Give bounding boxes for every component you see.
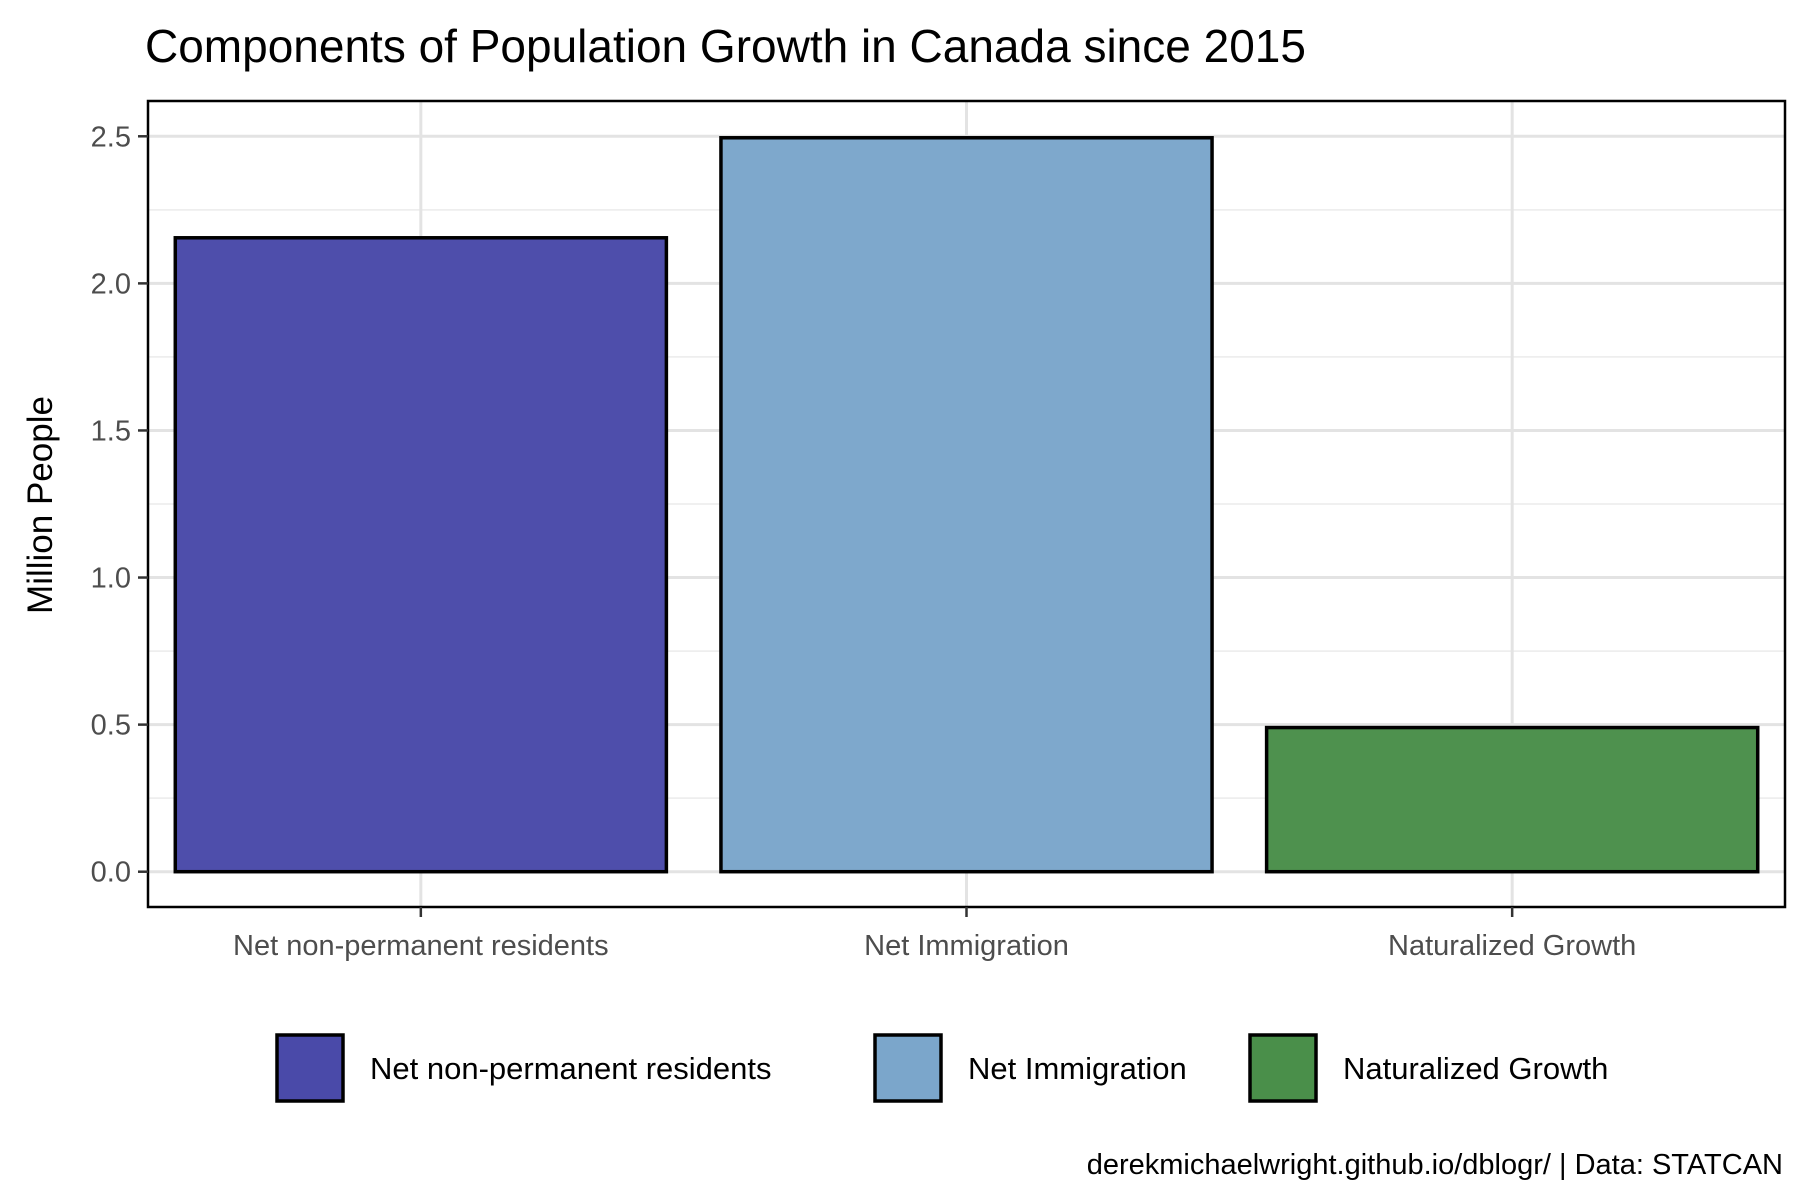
y-tick-label: 0.5 [91, 710, 131, 742]
x-tick-label: Net Immigration [864, 930, 1069, 962]
legend-label-2: Net Immigration [968, 1051, 1187, 1086]
y-tick-label: 2.5 [91, 121, 131, 153]
bar-3 [1264, 725, 1760, 874]
y-tick-label: 1.5 [91, 415, 131, 447]
chart-caption: derekmichaelwright.github.io/dblogr/ | D… [1087, 1149, 1783, 1181]
x-axis: Net non-permanent residents Net Immigrati… [233, 907, 1636, 962]
x-tick-label: Naturalized Growth [1388, 930, 1636, 962]
legend-key-1 [275, 1033, 345, 1103]
y-axis-label: Million People [21, 396, 60, 614]
legend-key-3 [1248, 1033, 1318, 1103]
y-tick-label: 1.0 [91, 563, 131, 595]
y-axis: 0.0 0.5 1.0 1.5 2.0 2.5 [91, 121, 148, 889]
legend-label-3: Naturalized Growth [1343, 1051, 1608, 1086]
bars [173, 136, 1760, 874]
y-tick-label: 0.0 [91, 857, 131, 889]
x-tick-label: Net non-permanent residents [233, 930, 609, 962]
legend-label-1: Net non-permanent residents [370, 1051, 772, 1086]
bar-2 [719, 136, 1214, 874]
chart-title: Components of Population Growth in Canad… [145, 20, 1306, 72]
y-tick-label: 2.0 [91, 268, 131, 300]
bar-1 [173, 236, 669, 874]
legend: Net non-permanent residents Net Immigrati… [275, 1033, 1608, 1103]
legend-key-2 [873, 1033, 943, 1103]
